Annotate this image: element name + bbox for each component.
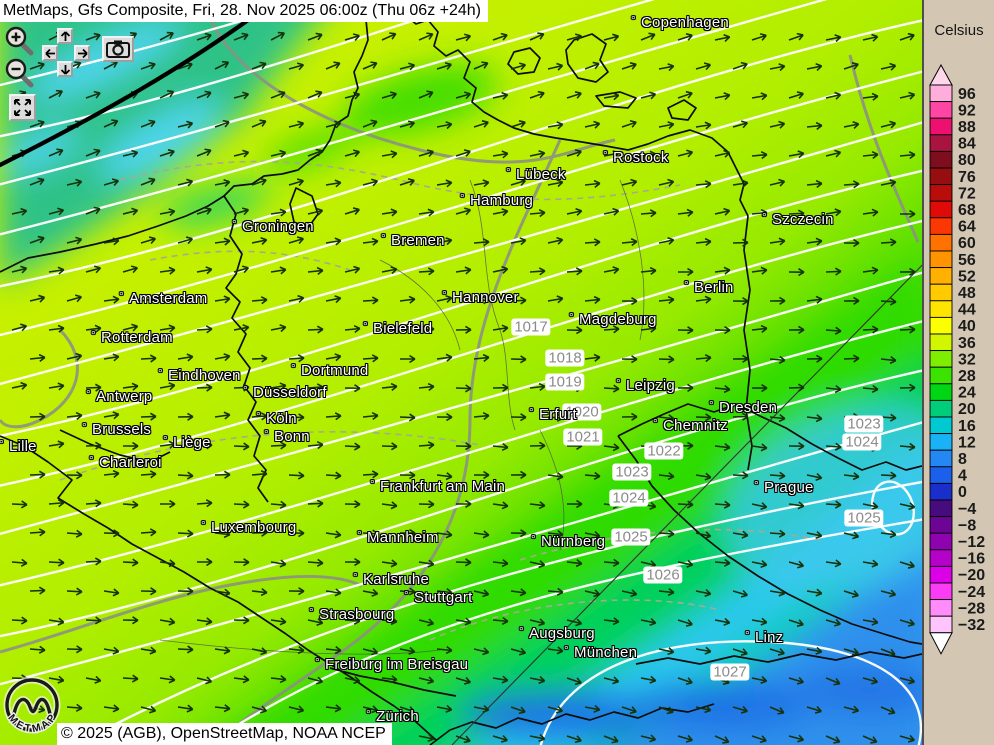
arrow-left-icon xyxy=(44,48,55,58)
scale-tick-label: 48 xyxy=(958,285,976,302)
wind-arrows xyxy=(11,31,916,744)
scale-tick-label: 64 xyxy=(958,219,976,236)
scale-tick-label: −4 xyxy=(958,501,976,518)
arrow-right-icon xyxy=(77,48,88,58)
scale-tick-label: 36 xyxy=(958,335,976,352)
scale-tick-label: 56 xyxy=(958,252,976,269)
scale-tick-label: 88 xyxy=(958,119,976,136)
scale-tick-label: 20 xyxy=(958,401,976,418)
zoom-in-icon xyxy=(5,26,34,56)
scale-tick-label: 80 xyxy=(958,152,976,169)
title-text: MetMaps, Gfs Composite, Fri, 28. Nov 202… xyxy=(3,2,481,19)
coastlines-borders xyxy=(0,0,922,745)
scale-tick-label: −28 xyxy=(958,600,985,617)
scale-tick-label: −24 xyxy=(958,584,985,601)
camera-icon xyxy=(106,40,130,58)
scale-tick-label: 8 xyxy=(958,451,967,468)
gray-contours xyxy=(0,0,920,745)
pan-down-button[interactable] xyxy=(57,61,73,77)
arrow-down-icon xyxy=(60,64,70,75)
scale-tick-label: 16 xyxy=(958,418,976,435)
zoom-out-button[interactable] xyxy=(4,58,34,88)
pan-up-button[interactable] xyxy=(57,28,73,44)
scale-tick-label: 84 xyxy=(958,136,976,153)
legend-title: Celsius xyxy=(934,22,984,39)
snapshot-button[interactable] xyxy=(102,36,134,62)
map-canvas xyxy=(0,0,922,745)
temperature-legend: Celsius 96 92 88 84 80 76 72 68 64 60 56 52 48 44 40 36… xyxy=(922,0,994,745)
scale-tick-label: −16 xyxy=(958,551,985,568)
scale-tick-label: −12 xyxy=(958,534,985,551)
scale-tick-label: 72 xyxy=(958,185,976,202)
scale-tick-label: 52 xyxy=(958,268,976,285)
scale-tick-label: 28 xyxy=(958,368,976,385)
fullscreen-icon xyxy=(14,99,31,116)
zoom-out-icon xyxy=(5,58,34,88)
pan-left-button[interactable] xyxy=(42,45,58,61)
title-bar: MetMaps, Gfs Composite, Fri, 28. Nov 202… xyxy=(0,0,488,22)
temperature-scale: 9692888480767268646056524844403632282420… xyxy=(929,64,985,655)
scale-tick-label: 76 xyxy=(958,169,976,186)
scale-tick-label: 68 xyxy=(958,202,976,219)
attribution-bar: © 2025 (AGB), OpenStreetMap, NOAA NCEP xyxy=(57,723,392,745)
scale-tick-label: −8 xyxy=(958,517,976,534)
arrow-up-icon xyxy=(60,30,70,41)
scale-tick-label: 40 xyxy=(958,318,976,335)
scale-tick-label: −32 xyxy=(958,617,985,634)
scale-tick-label: 32 xyxy=(958,351,976,368)
scale-tick-label: 0 xyxy=(958,484,967,501)
scale-tick-label: 92 xyxy=(958,102,976,119)
pan-right-button[interactable] xyxy=(74,45,90,61)
great-circle-line xyxy=(451,264,922,745)
zoom-in-button[interactable] xyxy=(4,26,34,56)
scale-tick-label: 4 xyxy=(958,468,967,485)
scale-tick-label: 24 xyxy=(958,385,976,402)
attribution-text: © 2025 (AGB), OpenStreetMap, NOAA NCEP xyxy=(61,725,386,742)
weather-map[interactable]: 1017 1018 1019 1020 1021 1022 1023 1024 1025 1026… xyxy=(0,0,922,745)
scale-tick-label: 60 xyxy=(958,235,976,252)
scale-tick-label: −20 xyxy=(958,567,985,584)
fullscreen-button[interactable] xyxy=(9,94,36,121)
scale-tick-label: 12 xyxy=(958,434,976,451)
scale-tick-label: 44 xyxy=(958,302,976,319)
scale-tick-label: 96 xyxy=(958,86,976,103)
